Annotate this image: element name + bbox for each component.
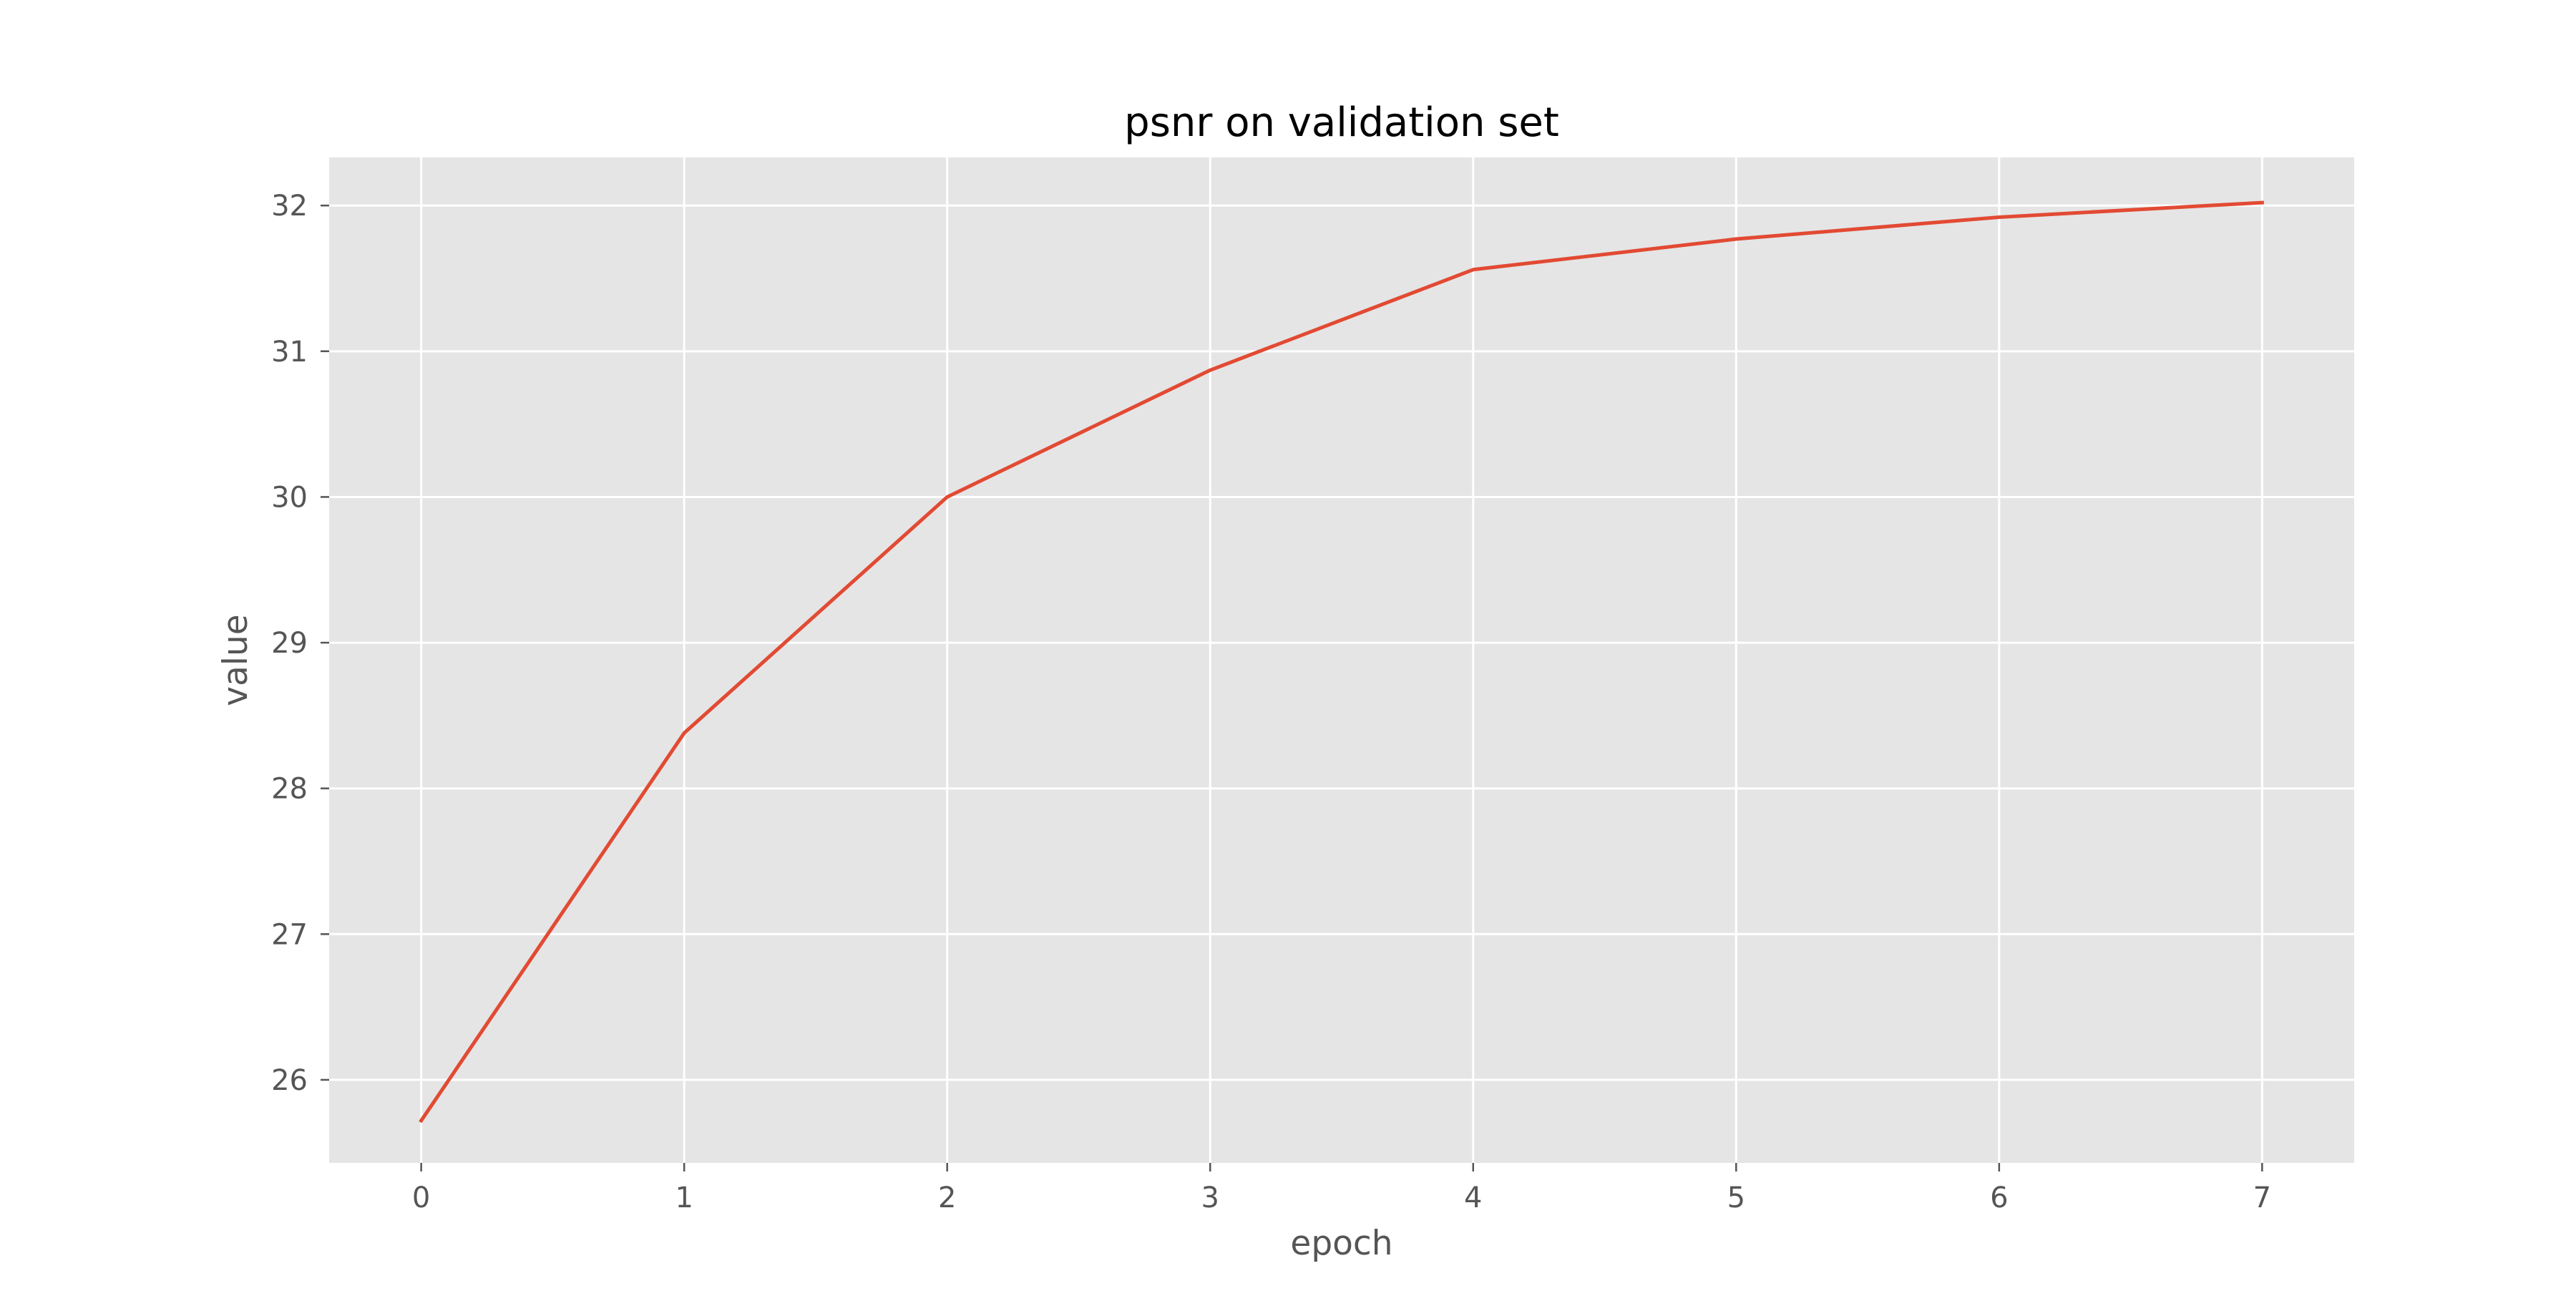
x-axis-label: epoch <box>1290 1224 1392 1263</box>
x-tick-label: 5 <box>1727 1182 1745 1214</box>
y-tick-label: 31 <box>271 336 308 369</box>
y-tick-label: 27 <box>271 918 308 951</box>
y-axis-label: value <box>216 614 255 706</box>
x-tick-label: 4 <box>1464 1182 1482 1214</box>
x-tick-label: 1 <box>675 1182 693 1214</box>
y-tick-label: 28 <box>271 773 308 806</box>
y-tick-label: 32 <box>271 190 308 223</box>
y-tick-label: 26 <box>271 1064 308 1097</box>
x-tick-label: 3 <box>1201 1182 1219 1214</box>
chart-title: psnr on validation set <box>1124 99 1559 146</box>
y-tick-label: 29 <box>271 627 308 660</box>
x-tick-label: 6 <box>1990 1182 2008 1214</box>
plot-area <box>329 157 2354 1163</box>
x-tick-label: 0 <box>412 1182 430 1214</box>
y-tick-label: 30 <box>271 481 308 514</box>
x-tick-label: 7 <box>2253 1182 2271 1214</box>
x-tick-label: 2 <box>938 1182 956 1214</box>
